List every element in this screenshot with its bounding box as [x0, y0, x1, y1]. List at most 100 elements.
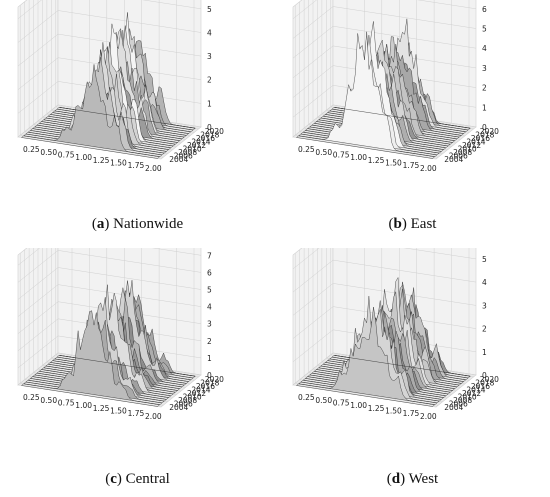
y-tick-label: 2020 [480, 127, 499, 136]
z-tick-label: 0 [482, 123, 487, 132]
surface [21, 12, 196, 159]
surface-plot-nationwide: 0.25 0.50 0.75 1.00 1.25 1.50 1.75 2.00 20042006… [17, 0, 224, 173]
y-tick-label: 2006 [449, 152, 468, 161]
z-tick-label: 5 [207, 286, 212, 295]
z-grid-line [292, 248, 477, 270]
surface-slice [23, 64, 160, 157]
y-tick-label: 2014 [466, 385, 485, 394]
x-tick-label: 2.00 [420, 412, 437, 421]
y-tick-label: 2012 [187, 389, 206, 398]
z-grid-line [17, 250, 202, 283]
x-tick-label: 1.00 [350, 401, 367, 410]
y-tick-label: 2018 [475, 130, 494, 139]
x-tick-label: 1.50 [110, 159, 127, 168]
x-tick-label: 1.50 [385, 407, 402, 416]
x-tick-label: 1.75 [403, 161, 420, 170]
z-grid-line [292, 45, 477, 79]
z-tick-label: 1 [482, 103, 487, 112]
y-tick-label: 2008 [178, 148, 197, 157]
x-tick-label: 1.25 [93, 404, 110, 413]
y-tick-label: 2004 [169, 155, 188, 164]
z-grid-line [292, 65, 477, 98]
chart-panel-a: 0.25 0.50 0.75 1.00 1.25 1.50 1.75 2.00 2004 2006… [0, 0, 275, 248]
z-grid-line [17, 0, 202, 19]
x-tick-label: 1.25 [368, 404, 385, 413]
z-tick-label: 1 [207, 99, 212, 108]
x-tick-label: 1.25 [368, 156, 385, 165]
z-grid-line [292, 306, 477, 339]
z-tick-label: 0 [207, 123, 212, 132]
x-tick-label: 2.00 [145, 412, 162, 421]
y-tick-label: 2010 [183, 393, 202, 402]
y-tick-label: 2018 [475, 378, 494, 387]
x-tick-label: 0.75 [333, 399, 350, 408]
z-tick-label: 5 [482, 25, 487, 34]
z-grid-line [17, 318, 202, 351]
x-tick-label: 0.50 [315, 396, 332, 405]
surface-base-outline [21, 355, 196, 407]
x-tick-label: 0.75 [333, 151, 350, 160]
z-tick-label: 6 [207, 268, 212, 277]
x-tick-label: 1.75 [128, 161, 145, 170]
y-tick-label: 2008 [453, 396, 472, 405]
x-tick-label: 1.00 [350, 153, 367, 162]
z-grid-line [292, 25, 477, 59]
caption-text: West [408, 471, 439, 487]
z-tick-label: 4 [482, 44, 487, 53]
y-tick-label: 2004 [169, 403, 188, 412]
z-tick-label: 1 [482, 348, 487, 357]
z-tick-label: 4 [482, 278, 487, 287]
surface [296, 276, 471, 407]
y-tick-label: 2020 [480, 375, 499, 384]
x-tick-label: 2.00 [420, 164, 437, 173]
y-tick-label: 2020 [205, 375, 224, 384]
y-tick-label: 2016 [196, 382, 215, 391]
surface [296, 18, 471, 159]
y-tick-label: 2006 [449, 400, 468, 409]
surface-base-outline [21, 107, 196, 159]
z-tick-label: 0 [482, 371, 487, 380]
z-grid-line [17, 57, 202, 90]
z-grid-line [17, 33, 202, 67]
tick-labels: 0.25 0.50 0.75 1.00 1.25 1.50 1.75 2.00 20042006… [298, 5, 499, 173]
z-tick-label: 4 [207, 29, 212, 38]
z-tick-label: 6 [482, 5, 487, 14]
x-tick-label: 1.00 [75, 153, 92, 162]
x-tick-label: 0.75 [58, 399, 75, 408]
surface-plot-central: 0.25 0.50 0.75 1.00 1.25 1.50 1.75 2.00 20042006… [17, 248, 224, 421]
caption-text: Nationwide [113, 216, 184, 232]
y-tick-label: 2006 [174, 152, 193, 161]
x-tick-label: 0.50 [40, 148, 57, 157]
z-tick-label: 1 [207, 354, 212, 363]
z-tick-label: 3 [482, 64, 487, 73]
y-tick-label: 2008 [178, 396, 197, 405]
x-tick-label: 1.00 [75, 401, 92, 410]
x-tick-label: 0.50 [40, 396, 57, 405]
x-tick-label: 0.25 [23, 145, 40, 154]
z-tick-label: 2 [207, 337, 212, 346]
z-grid-line [17, 10, 202, 43]
z-tick-label: 3 [207, 52, 212, 61]
y-tick-label: 2016 [196, 134, 215, 143]
chart-panel-b: 0.25 0.50 0.75 1.00 1.25 1.50 1.75 2.00 2004 2006… [275, 0, 550, 248]
z-grid-line [292, 283, 477, 316]
caption-west: (d) West [386, 471, 439, 487]
y-tick-label: 2014 [466, 137, 485, 146]
y-tick-label: 2004 [444, 403, 463, 412]
tick-labels: 0.25 0.50 0.75 1.00 1.25 1.50 1.75 2.00 20042006… [23, 251, 224, 421]
tick-labels: 0.25 0.50 0.75 1.00 1.25 1.50 1.75 2.00 20042006… [298, 255, 499, 421]
z-tick-label: 3 [207, 320, 212, 329]
y-tick-label: 2004 [444, 155, 463, 164]
surface-base-outline [296, 355, 471, 407]
y-tick-label: 2014 [191, 137, 210, 146]
y-tick-label: 2012 [462, 141, 481, 150]
z-tick-label: 7 [207, 251, 212, 260]
y-tick-label: 2008 [453, 148, 472, 157]
z-grid-line [17, 284, 202, 317]
z-grid-line [292, 259, 477, 293]
caption-central: (c) Central [105, 471, 170, 487]
x-tick-label: 1.75 [403, 409, 420, 418]
surface-plot-west: 0.25 0.50 0.75 1.00 1.25 1.50 1.75 2.00 20042006… [292, 248, 499, 421]
x-tick-label: 0.25 [298, 393, 315, 402]
surface-slice [298, 306, 435, 405]
